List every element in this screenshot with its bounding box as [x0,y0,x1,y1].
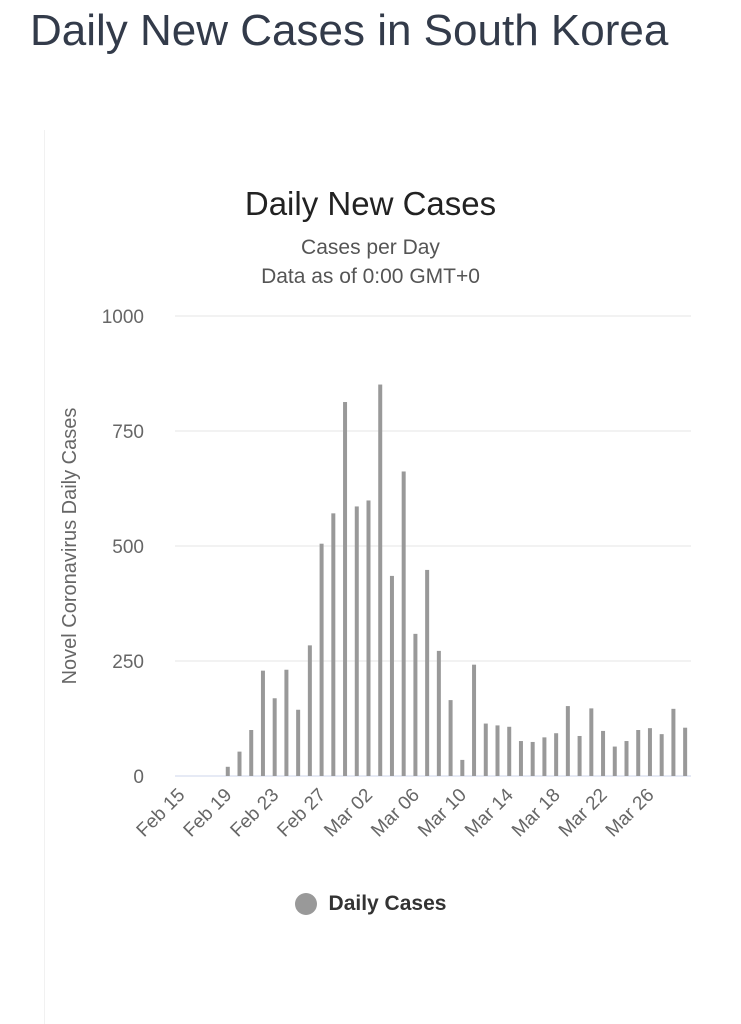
y-tick-label: 500 [112,537,144,558]
bar[interactable] [225,766,230,776]
bar[interactable] [495,725,500,776]
y-tick-label: 250 [112,652,144,673]
bar[interactable] [542,737,547,776]
bar[interactable] [425,569,430,776]
chart-title: Daily New Cases [244,185,497,222]
bar[interactable] [589,708,594,776]
y-tick-label: 1000 [102,307,144,328]
bar[interactable] [472,664,477,776]
x-tick-label: Feb 27 [273,785,330,842]
x-tick-label: Mar 02 [320,785,377,842]
bar[interactable] [507,726,512,776]
bar[interactable] [483,723,488,776]
x-tick-label: Feb 15 [133,785,190,842]
bar[interactable] [260,670,265,776]
bar[interactable] [530,741,535,776]
y-axis-tick-labels: 0 250 500 750 1000 [102,307,144,788]
bar[interactable] [436,650,441,776]
x-tick-label: Feb 19 [180,785,237,842]
bar[interactable] [249,730,254,776]
bar[interactable] [389,575,394,776]
bar[interactable] [284,669,289,776]
x-tick-label: Mar 10 [414,785,471,842]
bar[interactable] [577,735,582,776]
bar[interactable] [612,746,617,776]
bar[interactable] [671,708,676,776]
chart-data-timestamp: Data as of 0:00 GMT+0 [261,265,480,288]
bar[interactable] [565,706,570,776]
x-tick-label: Mar 06 [367,785,424,842]
bar[interactable] [448,700,453,776]
bar[interactable] [624,741,629,776]
legend-label: Daily Cases [328,892,447,915]
chart-subtitle: Cases per Day [301,236,440,259]
bar[interactable] [366,500,371,776]
bar[interactable] [401,471,406,776]
bar[interactable] [647,728,652,776]
y-axis-label: Novel Coronavirus Daily Cases [59,408,81,685]
bar[interactable] [331,513,336,776]
page-title: Daily New Cases in South Korea [30,6,669,55]
bar[interactable] [378,384,383,776]
bar[interactable] [307,645,312,776]
x-tick-label: Feb 23 [227,785,284,842]
bar[interactable] [343,402,348,776]
bar[interactable] [554,733,559,776]
bar[interactable] [237,751,242,776]
bar[interactable] [659,734,664,776]
y-tick-label: 0 [133,767,144,788]
bar[interactable] [636,730,641,776]
bar[interactable] [460,759,465,776]
x-tick-label: Mar 26 [602,785,659,842]
bar[interactable] [413,633,418,776]
bar[interactable] [354,506,359,776]
bar[interactable] [601,730,606,776]
x-tick-label: Mar 14 [461,784,518,841]
bar[interactable] [272,698,277,776]
grid-lines [175,315,691,777]
bar[interactable] [319,543,324,776]
x-tick-label: Mar 18 [508,785,565,842]
bar[interactable] [518,741,523,776]
chart-legend[interactable]: Daily Cases [0,892,741,916]
x-tick-label: Mar 22 [555,785,612,842]
legend-marker-icon [294,893,317,915]
bar[interactable] [296,709,301,776]
y-tick-label: 750 [112,422,144,443]
bar-series [225,384,688,776]
bar[interactable] [683,727,688,776]
